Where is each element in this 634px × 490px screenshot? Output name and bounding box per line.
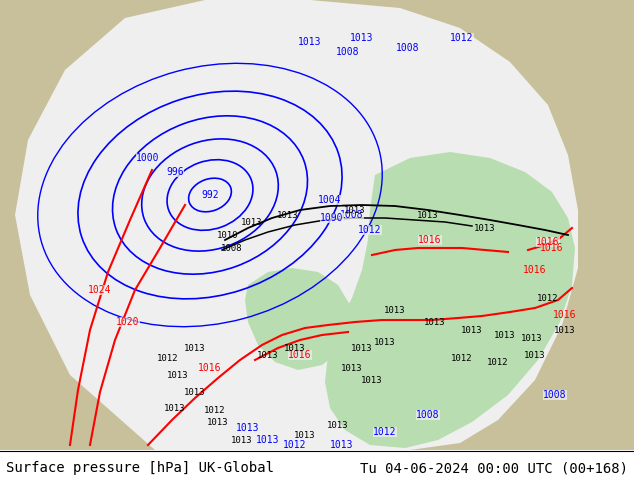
Text: 1008: 1008 — [396, 43, 420, 53]
Text: 1013: 1013 — [330, 440, 354, 450]
Text: 1013: 1013 — [284, 343, 306, 352]
Text: 1012: 1012 — [373, 427, 397, 437]
Text: 1016: 1016 — [288, 350, 312, 360]
Text: 1012: 1012 — [450, 33, 474, 43]
Text: 1012: 1012 — [537, 294, 559, 302]
Text: 1013: 1013 — [554, 325, 576, 335]
Text: 1013: 1013 — [341, 364, 363, 372]
Text: 1013: 1013 — [164, 403, 186, 413]
Text: 1013: 1013 — [277, 211, 299, 220]
Text: 1013: 1013 — [257, 350, 279, 360]
Text: 1013: 1013 — [474, 223, 496, 232]
Polygon shape — [15, 0, 578, 450]
Text: 1013: 1013 — [256, 435, 280, 445]
Text: 1016: 1016 — [523, 265, 547, 275]
Text: 1016: 1016 — [198, 363, 222, 373]
Polygon shape — [245, 268, 352, 370]
Text: 1013: 1013 — [374, 338, 396, 346]
Text: 1013: 1013 — [242, 218, 262, 226]
Text: 1013: 1013 — [524, 350, 546, 360]
Text: 1013: 1013 — [521, 334, 543, 343]
Text: 1012: 1012 — [157, 353, 179, 363]
Text: 1013: 1013 — [495, 330, 515, 340]
Text: 1008: 1008 — [221, 244, 243, 252]
Text: 1012: 1012 — [358, 225, 382, 235]
Text: 1012: 1012 — [488, 358, 508, 367]
Text: 1010: 1010 — [217, 230, 239, 240]
Text: 1016: 1016 — [540, 243, 564, 253]
Text: 1013: 1013 — [424, 318, 446, 326]
Text: 1004: 1004 — [318, 195, 342, 205]
Text: 1013: 1013 — [351, 343, 373, 352]
Text: 1013: 1013 — [361, 375, 383, 385]
Text: 1008: 1008 — [340, 210, 364, 220]
Text: 1020: 1020 — [116, 317, 139, 327]
Text: 1013: 1013 — [184, 343, 206, 352]
Text: 1013: 1013 — [350, 33, 374, 43]
Text: 1013: 1013 — [207, 417, 229, 426]
Text: 1013: 1013 — [462, 325, 482, 335]
Text: 1013: 1013 — [298, 37, 321, 47]
Text: 1013: 1013 — [294, 431, 316, 440]
Text: 1013: 1013 — [384, 305, 406, 315]
Polygon shape — [325, 152, 575, 448]
Text: 1008: 1008 — [336, 47, 359, 57]
Text: 996: 996 — [166, 167, 184, 177]
Text: 1012: 1012 — [204, 406, 226, 415]
Text: 1013: 1013 — [184, 388, 206, 396]
Text: 992: 992 — [201, 190, 219, 200]
Text: 1016: 1016 — [536, 237, 560, 247]
Text: 1012: 1012 — [451, 353, 473, 363]
Text: 1024: 1024 — [88, 285, 112, 295]
Text: 1013: 1013 — [344, 205, 366, 215]
Text: 1013: 1013 — [167, 370, 189, 379]
Text: Tu 04-06-2024 00:00 UTC (00+168): Tu 04-06-2024 00:00 UTC (00+168) — [360, 461, 628, 475]
Text: Surface pressure [hPa] UK-Global: Surface pressure [hPa] UK-Global — [6, 461, 274, 475]
Text: 1000: 1000 — [136, 153, 160, 163]
Text: 1013: 1013 — [327, 420, 349, 430]
Text: 1090: 1090 — [320, 213, 344, 223]
Text: 1008: 1008 — [417, 410, 440, 420]
Text: 1013: 1013 — [231, 436, 253, 444]
Text: 1008: 1008 — [543, 390, 567, 400]
Text: 1012: 1012 — [283, 440, 307, 450]
Text: 1013: 1013 — [236, 423, 260, 433]
Text: 1016: 1016 — [418, 235, 442, 245]
Text: 1013: 1013 — [417, 211, 439, 220]
Text: 1016: 1016 — [553, 310, 577, 320]
